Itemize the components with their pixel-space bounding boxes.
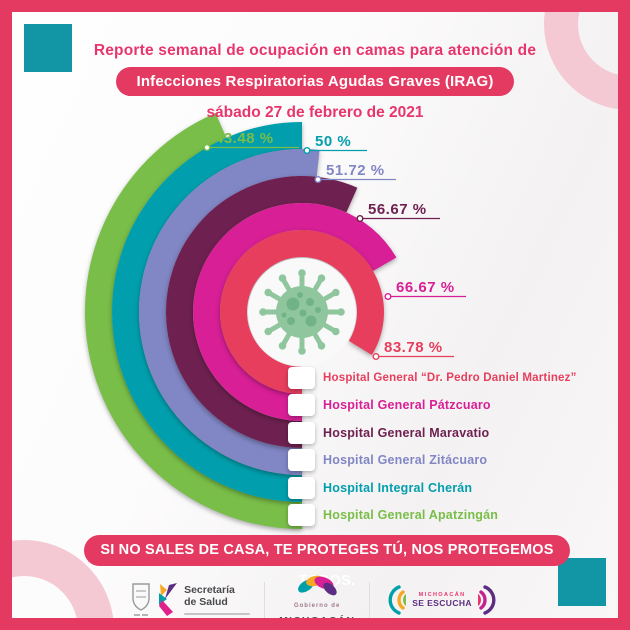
stay-home-banner: SI NO SALES DE CASA, TE PROTEGES TÚ, NOS…: [84, 535, 570, 589]
legend-marker: [288, 476, 315, 499]
ring-3: [138, 149, 320, 475]
butterfly-icon: [298, 575, 337, 595]
percent-label: 50 %: [315, 133, 351, 150]
legend-item: Hospital General “Dr. Pedro Daniel Marti…: [288, 367, 577, 389]
right-sound-waves-icon: [477, 585, 496, 615]
legend-marker: [288, 421, 315, 444]
escucha-line2: SE ESCUCHA: [412, 598, 472, 608]
ring-0: [219, 229, 384, 394]
legend-marker: [288, 394, 315, 417]
percent-labels: 83.78 % 66.67 % 56.67 % 51.72 % 50 % 43.48 %: [203, 130, 466, 361]
legend-item: Hospital General Maravatio: [288, 421, 490, 444]
hospital-name: Hospital Integral Cherán: [323, 480, 473, 495]
percent-label: 56.67 %: [368, 201, 427, 218]
hospital-name: Hospital General “Dr. Pedro Daniel Marti…: [323, 372, 577, 384]
legend-marker: [288, 449, 315, 472]
hospital-name: Hospital General Maravatio: [323, 425, 490, 440]
ring-2: [165, 176, 358, 449]
percent-label: 66.67 %: [396, 279, 455, 296]
legend-item: Hospital Integral Cherán: [288, 476, 473, 499]
hospital-name: Hospital General Zitácuaro: [323, 453, 488, 468]
percent-label: 83.78 %: [384, 339, 443, 356]
legend-item: Hospital General Zitácuaro: [288, 449, 488, 472]
logo-gobierno-michoacan: Gobierno de MICHOACÁN: [279, 574, 356, 627]
legend-item: Hospital General Apatzingán: [288, 504, 498, 526]
secretaria-subtext-line: [184, 612, 251, 615]
salud-k-icon: [159, 583, 178, 616]
logo-secretaria-salud: Secretaría de Salud: [130, 582, 251, 618]
report-date: sábado 27 de febrero de 2021: [206, 104, 424, 121]
secretaria-line1: Secretaría: [184, 584, 235, 597]
title-pill: Infecciones Respiratorias Agudas Graves …: [116, 67, 514, 96]
radial-chart-svg: 83.78 % 66.67 % 56.67 % 51.72 % 50 % 43.48 %: [12, 12, 618, 618]
footer-logos: Secretaría de Salud Gobierno de MICHOACÁ…: [24, 574, 606, 627]
percent-label: 43.48 %: [215, 130, 274, 147]
logo-michoacan-se-escucha: MICHOACÁN SE ESCUCHA: [384, 584, 500, 616]
coat-of-arms-icon: [132, 583, 150, 616]
legend-marker: [288, 504, 315, 526]
page-title: Reporte semanal de ocupación en camas pa…: [93, 42, 537, 59]
secretaria-line2: de Salud: [184, 596, 228, 608]
michoacan-label: MICHOACÁN: [279, 614, 356, 627]
percent-label: 51.72 %: [326, 162, 385, 179]
legend-item: Hospital General Pátzcuaro: [288, 394, 491, 417]
occupancy-rings: [84, 112, 397, 530]
left-sound-waves-icon: [388, 585, 407, 615]
decor-square-top-left: [24, 24, 72, 72]
corner-arc-bottom-left: [12, 540, 114, 618]
escucha-line1: MICHOACÁN: [418, 592, 466, 598]
hospital-name: Hospital General Apatzingán: [323, 508, 499, 522]
decor-square-bottom-right: [558, 558, 606, 606]
ring-4: [112, 122, 302, 502]
legend-marker: [288, 367, 315, 389]
hospital-name: Hospital General Pátzcuaro: [323, 398, 491, 413]
header: Reporte semanal de ocupación en camas pa…: [12, 42, 618, 122]
footer-divider: [369, 582, 371, 618]
coronavirus-icon: [248, 258, 356, 366]
footer-divider: [264, 582, 266, 618]
hospital-legend: Hospital General “Dr. Pedro Daniel Marti…: [12, 12, 618, 618]
ring-5: [84, 112, 302, 530]
corner-arc-top-right: [544, 12, 618, 110]
gobierno-de-label: Gobierno de: [293, 602, 341, 609]
